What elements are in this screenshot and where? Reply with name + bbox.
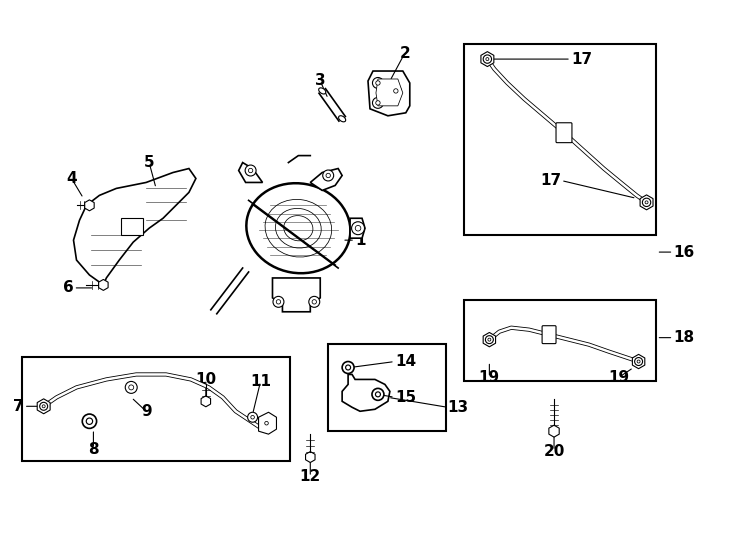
Circle shape: [87, 418, 92, 424]
Polygon shape: [633, 354, 644, 369]
Circle shape: [372, 97, 383, 109]
Circle shape: [637, 360, 640, 363]
Bar: [465, 300, 655, 381]
Polygon shape: [37, 399, 50, 414]
Circle shape: [126, 381, 137, 393]
Text: 12: 12: [299, 469, 321, 484]
Text: 6: 6: [63, 280, 73, 295]
Polygon shape: [258, 412, 277, 434]
FancyBboxPatch shape: [542, 326, 556, 343]
Circle shape: [251, 415, 255, 419]
Circle shape: [376, 100, 380, 105]
Polygon shape: [98, 280, 108, 291]
Text: 18: 18: [673, 330, 694, 345]
Polygon shape: [376, 79, 403, 106]
FancyBboxPatch shape: [556, 123, 572, 143]
Text: 3: 3: [315, 73, 326, 89]
Text: 10: 10: [195, 372, 217, 387]
Text: 7: 7: [13, 399, 23, 414]
Circle shape: [128, 385, 134, 390]
Bar: [328, 343, 446, 431]
Circle shape: [40, 402, 48, 410]
Circle shape: [273, 296, 284, 307]
Polygon shape: [350, 218, 365, 238]
Circle shape: [261, 418, 272, 428]
Text: 8: 8: [88, 442, 99, 457]
Circle shape: [645, 201, 648, 204]
Circle shape: [346, 365, 351, 370]
Text: 5: 5: [144, 155, 154, 170]
Circle shape: [42, 405, 46, 408]
Polygon shape: [640, 195, 653, 210]
Ellipse shape: [338, 116, 346, 122]
Circle shape: [276, 300, 280, 304]
Circle shape: [309, 296, 320, 307]
Polygon shape: [272, 278, 320, 312]
Text: 20: 20: [543, 443, 564, 458]
Polygon shape: [73, 168, 196, 285]
Polygon shape: [84, 200, 94, 211]
Text: 11: 11: [250, 374, 271, 389]
Circle shape: [245, 165, 256, 176]
Text: 13: 13: [448, 400, 469, 415]
Polygon shape: [483, 333, 495, 347]
Circle shape: [390, 85, 401, 97]
Text: 1: 1: [355, 233, 366, 248]
Text: 9: 9: [141, 404, 151, 418]
Polygon shape: [481, 52, 494, 66]
Polygon shape: [121, 218, 143, 235]
Circle shape: [342, 361, 354, 374]
Circle shape: [82, 414, 97, 428]
Circle shape: [372, 388, 384, 400]
Text: 17: 17: [540, 173, 561, 188]
Circle shape: [326, 173, 330, 178]
Bar: [22, 356, 291, 461]
Text: 15: 15: [395, 390, 416, 405]
Circle shape: [355, 225, 361, 231]
Circle shape: [352, 222, 365, 235]
Circle shape: [323, 170, 334, 181]
Polygon shape: [201, 396, 211, 407]
Polygon shape: [305, 451, 315, 462]
Circle shape: [247, 412, 258, 422]
Text: 17: 17: [571, 52, 592, 66]
Polygon shape: [239, 163, 263, 183]
Bar: [465, 44, 655, 235]
Text: 14: 14: [395, 354, 416, 369]
Circle shape: [485, 336, 493, 343]
Text: 4: 4: [66, 171, 77, 186]
Circle shape: [376, 81, 380, 85]
Circle shape: [486, 58, 489, 60]
Circle shape: [312, 300, 316, 304]
Circle shape: [635, 357, 642, 366]
Text: 19: 19: [479, 370, 500, 385]
Circle shape: [483, 55, 492, 63]
Circle shape: [372, 78, 383, 89]
Polygon shape: [342, 374, 390, 411]
Circle shape: [248, 168, 252, 173]
Polygon shape: [368, 71, 410, 116]
Circle shape: [393, 89, 398, 93]
Text: 19: 19: [608, 370, 629, 385]
Circle shape: [265, 421, 269, 425]
Text: 16: 16: [673, 245, 694, 260]
Circle shape: [488, 338, 491, 341]
Text: 2: 2: [399, 45, 410, 60]
Circle shape: [376, 392, 380, 397]
Circle shape: [642, 198, 651, 206]
Ellipse shape: [319, 88, 326, 94]
Polygon shape: [310, 168, 342, 191]
Polygon shape: [549, 425, 559, 437]
